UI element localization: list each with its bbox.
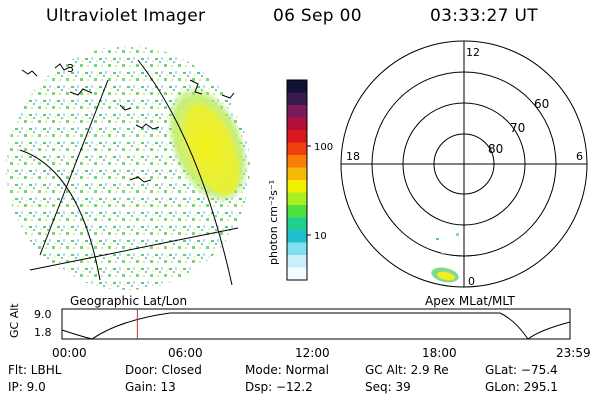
colorbar-swatch [287,92,307,106]
app-title: Ultraviolet Imager [46,6,206,26]
info-glon: GLon: 295.1 [485,380,558,394]
colorbar-swatch [287,205,307,218]
timeline-xtick-1800: 18:00 [422,346,457,360]
colorbar-unit-label: photon cm⁻²s⁻¹ [267,180,280,265]
colorbar-swatch [287,267,307,281]
timeline-xtick-0000: 00:00 [52,346,87,360]
info-ip: IP: 9.0 [8,380,46,394]
colorbar-swatch [287,105,307,118]
info-mode: Mode: Normal [245,363,329,377]
info-flt: Flt: LBHL [8,363,62,377]
colorbar-swatch [287,142,307,156]
timeline-frame [61,308,571,340]
apex-label: Apex MLat/MLT [425,294,515,308]
colorbar: 100 10 photon cm⁻²s⁻¹ [267,79,333,281]
polar-plot: 12 18 6 0 60 70 80 [340,40,588,288]
altitude-timeline: GC Alt 9.0 1.8 00:00 06:00 12:00 18:00 2… [8,303,591,360]
lat-label-70: 70 [510,121,525,135]
geographic-image-panel: 3 [6,46,250,290]
colorbar-tick-100: 100 [314,142,333,153]
colorbar-swatch [287,242,307,256]
info-seq: Seq: 39 [365,380,411,394]
colorbar-swatch [287,80,307,93]
info-gcalt: GC Alt: 2.9 Re [365,363,449,377]
info-gain: Gain: 13 [125,380,176,394]
timeline-xtick-1200: 12:00 [295,346,330,360]
colorbar-swatch [287,192,307,206]
timeline-ytick-9: 9.0 [34,308,52,321]
colorbar-tick-10: 10 [314,231,327,242]
info-glat: GLat: −75.4 [485,363,558,377]
altitude-curve [61,312,571,340]
info-door: Door: Closed [125,363,202,377]
timeline-ylabel: GC Alt [8,303,21,338]
lat-label-80: 80 [488,142,503,156]
mlt-label-6: 6 [576,150,583,163]
colorbar-swatch [287,255,307,268]
colorbar-swatch [287,167,307,181]
colorbar-swatch [287,117,307,131]
timeline-xtick-0600: 06:00 [168,346,203,360]
mlt-label-12: 12 [466,46,480,59]
geographic-label: Geographic Lat/Lon [70,294,188,308]
mlt-label-0: 0 [468,275,475,288]
timeline-ytick-1-8: 1.8 [34,326,52,339]
timeline-xtick-2359: 23:59 [556,346,591,360]
colorbar-swatches [287,80,307,281]
colorbar-swatch [287,230,307,243]
lat-label-60: 60 [534,97,549,111]
info-dsp: Dsp: −12.2 [245,380,313,394]
geo-partial-label: 3 [67,62,74,75]
mlt-label-18: 18 [346,150,360,163]
date-label: 06 Sep 00 [273,6,362,26]
colorbar-swatch [287,180,307,193]
colorbar-swatch [287,130,307,143]
colorbar-swatch [287,217,307,231]
colorbar-swatch [287,155,307,168]
time-label: 03:33:27 UT [430,6,538,26]
